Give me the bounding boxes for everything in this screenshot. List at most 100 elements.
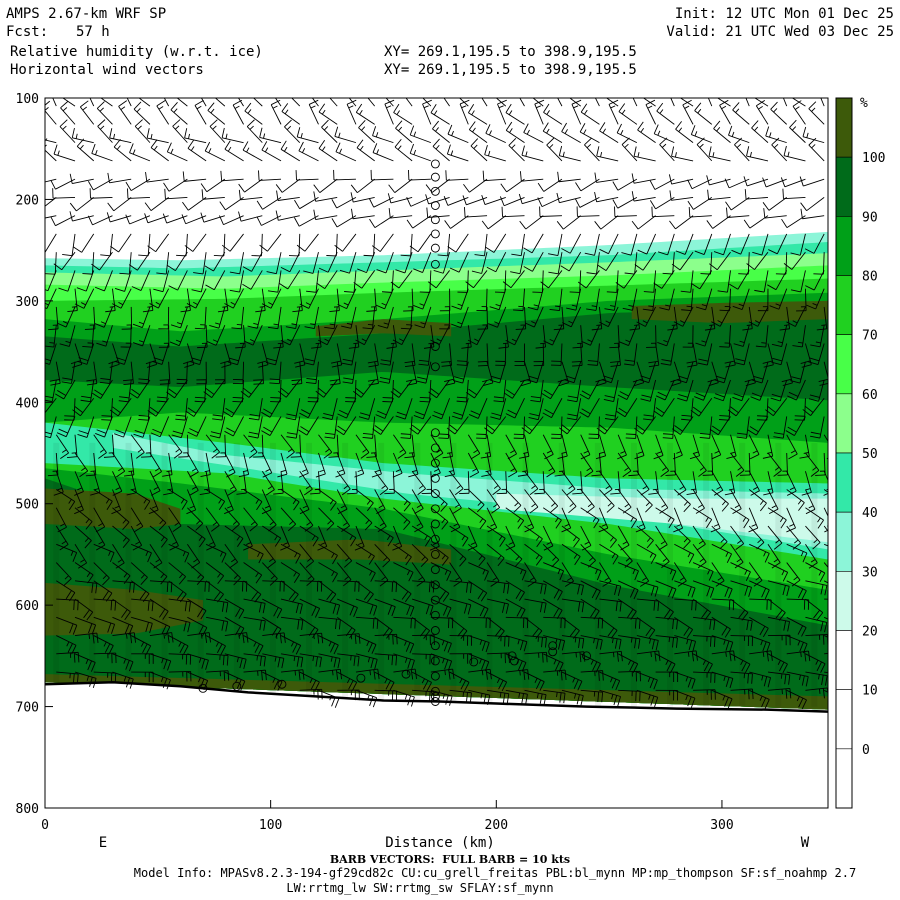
barb-feather bbox=[91, 392, 101, 399]
barb-feather bbox=[90, 662, 96, 672]
wind-barb bbox=[149, 544, 163, 569]
barb-staff bbox=[379, 233, 394, 252]
barb-feather bbox=[483, 608, 489, 618]
barb-feather bbox=[299, 509, 310, 515]
barb-feather bbox=[473, 449, 478, 454]
wind-barb bbox=[168, 434, 183, 459]
wind-barb bbox=[170, 102, 188, 125]
wind-barb bbox=[149, 507, 167, 531]
barb-feather bbox=[77, 562, 87, 569]
barb-feather bbox=[403, 521, 411, 531]
barb-staff bbox=[519, 98, 525, 107]
wind-barb bbox=[131, 598, 154, 612]
barb-feather bbox=[299, 303, 309, 309]
barb-feather bbox=[231, 523, 240, 532]
wind-barb bbox=[207, 102, 226, 125]
barb-staff bbox=[616, 132, 638, 144]
wind-barb bbox=[716, 98, 731, 107]
barb-feather bbox=[399, 83, 407, 89]
barb-feather bbox=[369, 696, 374, 706]
wind-barb bbox=[112, 580, 135, 593]
barb-feather bbox=[298, 141, 304, 152]
barb-feather bbox=[194, 99, 204, 106]
barb-feather bbox=[519, 670, 521, 676]
barb-staff bbox=[394, 146, 413, 162]
wind-barb bbox=[463, 178, 488, 193]
barb-staff bbox=[410, 416, 413, 439]
barb-feather bbox=[162, 213, 168, 224]
barb-feather bbox=[271, 88, 275, 91]
barb-feather bbox=[182, 551, 186, 557]
barb-staff bbox=[308, 104, 319, 125]
barb-feather bbox=[360, 452, 370, 459]
barb-feather bbox=[239, 658, 243, 669]
barb-feather bbox=[603, 92, 606, 96]
barb-feather bbox=[227, 489, 237, 496]
wind-barb bbox=[419, 270, 432, 293]
barb-feather bbox=[200, 183, 208, 192]
barb-feather bbox=[201, 627, 208, 637]
barb-feather bbox=[53, 144, 58, 155]
wind-barb bbox=[719, 99, 731, 125]
barb-feather bbox=[286, 451, 295, 459]
barb-staff bbox=[281, 178, 301, 193]
barb-feather bbox=[198, 677, 201, 683]
barb-feather bbox=[423, 346, 434, 349]
barb-staff bbox=[168, 361, 171, 384]
barb-staff bbox=[442, 252, 451, 274]
barb-feather bbox=[562, 151, 565, 157]
barb-staff bbox=[295, 306, 301, 329]
barb-feather bbox=[161, 658, 164, 664]
barb-feather bbox=[174, 125, 180, 130]
barb-feather bbox=[413, 305, 423, 310]
barb-feather bbox=[324, 326, 335, 330]
barb-feather bbox=[77, 433, 88, 438]
barb-feather bbox=[157, 396, 168, 399]
barb-feather bbox=[189, 489, 199, 496]
wind-barb bbox=[367, 361, 379, 386]
barb-staff bbox=[357, 178, 375, 194]
barb-staff bbox=[52, 98, 57, 107]
wind-barb bbox=[194, 99, 207, 125]
barb-feather bbox=[191, 289, 202, 293]
wind-barb bbox=[486, 489, 501, 514]
barb-feather bbox=[170, 324, 181, 329]
barb-staff bbox=[237, 98, 244, 107]
wind-barb bbox=[486, 689, 510, 704]
barb-staff bbox=[481, 98, 488, 107]
barb-feather bbox=[175, 339, 181, 343]
barb-feather bbox=[284, 119, 292, 128]
barb-feather bbox=[459, 558, 467, 567]
barb-feather bbox=[384, 678, 388, 684]
wind-barb bbox=[336, 489, 348, 515]
barb-feather bbox=[121, 609, 128, 618]
barb-staff bbox=[46, 288, 57, 309]
barb-staff bbox=[261, 489, 272, 510]
barb-feather bbox=[72, 625, 78, 635]
wind-barb bbox=[468, 543, 486, 567]
barb-feather bbox=[353, 607, 358, 617]
barb-feather bbox=[649, 180, 656, 190]
wind-barb bbox=[408, 170, 431, 181]
wind-barb bbox=[409, 125, 432, 144]
barb-feather bbox=[445, 382, 455, 386]
barb-feather bbox=[268, 524, 277, 532]
barb-feather bbox=[499, 692, 502, 698]
barb-feather bbox=[129, 392, 138, 399]
barb-staff bbox=[467, 434, 481, 454]
barb-feather bbox=[225, 133, 228, 139]
barb-feather bbox=[474, 254, 485, 257]
barb-feather bbox=[274, 535, 278, 541]
barb-feather bbox=[379, 488, 389, 496]
barb-feather bbox=[182, 171, 185, 182]
barb-feather bbox=[396, 634, 398, 645]
barb-feather bbox=[462, 691, 465, 697]
barb-feather bbox=[436, 338, 442, 342]
barb-feather bbox=[293, 501, 300, 511]
barb-feather bbox=[501, 602, 506, 613]
barb-feather bbox=[98, 523, 103, 527]
barb-feather bbox=[466, 582, 468, 593]
barb-feather bbox=[186, 303, 196, 309]
barb-feather bbox=[438, 437, 449, 439]
